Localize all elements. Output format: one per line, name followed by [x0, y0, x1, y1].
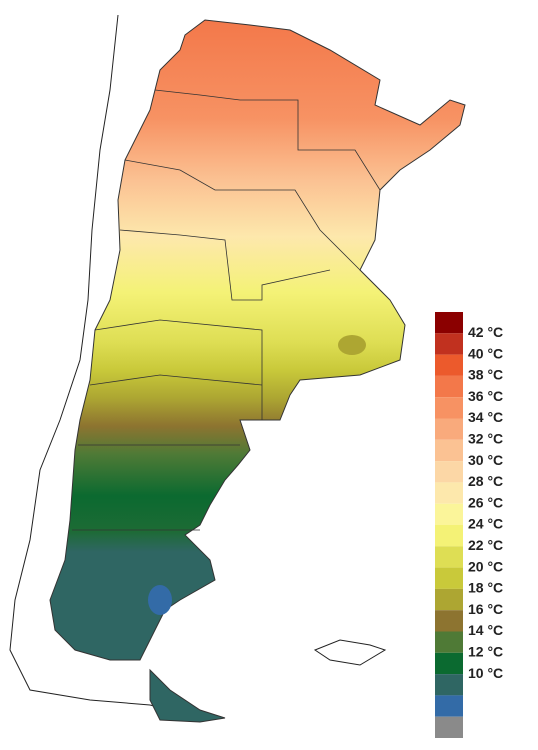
legend-label: 16 °C — [468, 601, 503, 617]
legend-swatch — [435, 674, 463, 696]
legend-label: 10 °C — [468, 665, 503, 681]
legend-swatch — [435, 439, 463, 462]
legend-label: 24 °C — [468, 516, 503, 532]
legend-label: 32 °C — [468, 431, 503, 447]
malvinas — [313, 639, 387, 666]
legend-label: 20 °C — [468, 558, 503, 574]
legend-label: 14 °C — [468, 622, 503, 638]
legend-swatch — [435, 333, 463, 355]
legend-label: 36 °C — [468, 388, 503, 404]
legend-swatch — [435, 375, 463, 398]
legend-swatch — [435, 546, 463, 568]
legend-label: 34 °C — [468, 409, 503, 425]
legend-label: 42 °C — [468, 324, 503, 340]
legend-swatch — [435, 610, 463, 632]
legend-label: 28 °C — [468, 473, 503, 489]
legend-swatch — [435, 461, 463, 483]
legend-label: 18 °C — [468, 580, 503, 596]
legend-swatch — [435, 354, 463, 376]
province-borders — [72, 89, 381, 531]
legend-label: 12 °C — [468, 644, 503, 660]
legend-swatch — [435, 567, 463, 589]
legend-swatch — [435, 397, 463, 419]
argentina-mainland — [49, 19, 466, 661]
legend-swatch — [435, 525, 463, 547]
cold-spot — [148, 585, 172, 615]
legend-label: 38 °C — [468, 367, 503, 383]
legend-swatch — [435, 482, 463, 504]
tierra-del-fuego — [149, 668, 226, 723]
legend-label: 40 °C — [468, 345, 503, 361]
legend-swatch — [435, 503, 463, 525]
legend-swatch — [435, 652, 463, 675]
legend-label: 30 °C — [468, 452, 503, 468]
chile-outline — [9, 14, 211, 721]
legend-swatch — [435, 588, 463, 611]
legend-label: 22 °C — [468, 537, 503, 553]
legend-swatch — [435, 631, 463, 653]
legend-swatch — [435, 418, 463, 440]
cool-spot — [338, 335, 366, 355]
legend-swatch — [435, 312, 463, 334]
legend-label: 26 °C — [468, 494, 503, 510]
legend-swatch — [435, 695, 463, 717]
legend-swatch — [435, 716, 463, 738]
